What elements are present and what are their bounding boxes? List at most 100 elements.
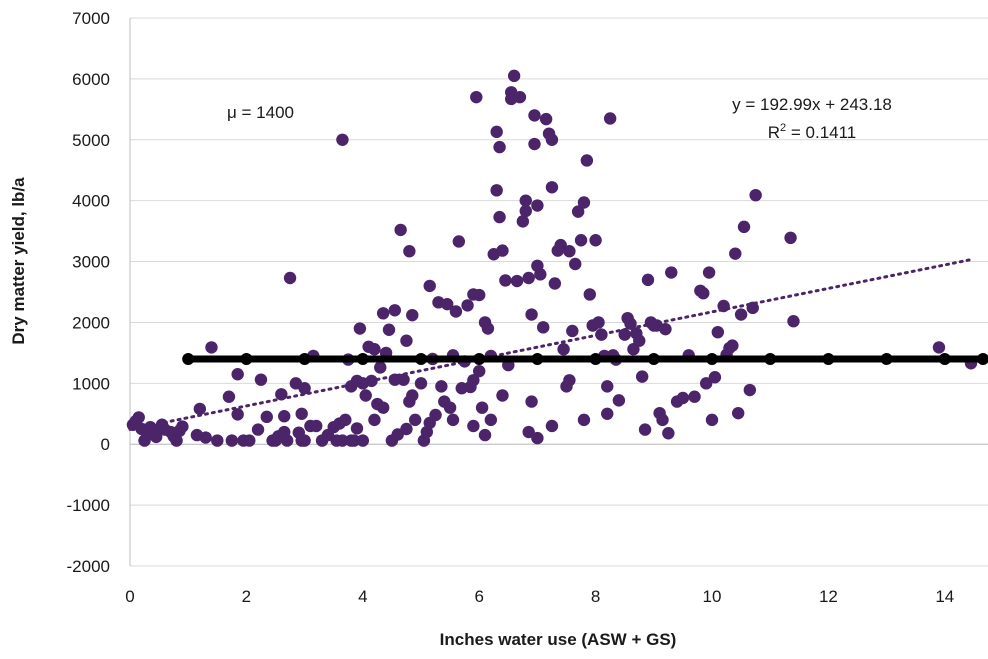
data-point [554, 238, 567, 252]
mean-marker [706, 352, 718, 365]
data-point [470, 90, 483, 104]
data-point [577, 196, 591, 209]
data-point [493, 210, 506, 224]
data-point [659, 322, 672, 336]
x-tick-labels: 0 2 4 6 8 10 12 14 [125, 587, 954, 606]
data-point [702, 266, 716, 279]
data-point [528, 109, 541, 122]
data-point [461, 299, 474, 312]
mean-marker [182, 352, 195, 365]
y-tick-label: 2000 [72, 313, 110, 332]
data-point [519, 194, 532, 207]
data-point [336, 434, 349, 447]
data-point [438, 395, 451, 408]
mean-marker [822, 352, 835, 365]
data-point [400, 422, 413, 436]
data-point [243, 434, 256, 447]
data-point [283, 271, 297, 285]
mean-marker [647, 352, 660, 365]
x-tick-label: 14 [935, 587, 954, 606]
data-point [473, 288, 486, 302]
data-point [231, 408, 244, 421]
data-point [711, 325, 725, 339]
y-tick-label: 1000 [72, 374, 110, 393]
mean-marker [415, 352, 427, 365]
data-point [734, 308, 748, 321]
data-point [705, 413, 719, 427]
data-point [473, 364, 486, 378]
y-tick-label: -1000 [67, 496, 110, 515]
r2-annotation: R2 = 0.1411 [768, 122, 857, 142]
data-point [211, 434, 224, 447]
mean-marker [977, 352, 988, 365]
mean-marker [356, 352, 369, 365]
data-point [149, 430, 163, 444]
x-tick-label: 12 [819, 587, 838, 606]
data-point [496, 389, 509, 402]
y-tick-label: 6000 [72, 70, 110, 89]
data-point [280, 434, 294, 447]
data-point [353, 322, 367, 335]
mean-marker [880, 352, 893, 365]
data-point [601, 380, 614, 393]
data-point [592, 316, 605, 329]
data-point [545, 419, 559, 433]
data-point [435, 380, 448, 393]
data-point [394, 223, 407, 237]
data-point [595, 328, 608, 341]
y-tick-label: 3000 [72, 253, 110, 272]
data-point [633, 334, 646, 347]
data-point [231, 368, 244, 381]
x-tick-label: 8 [591, 587, 600, 606]
data-point [467, 419, 480, 433]
data-point [726, 339, 739, 352]
data-point [656, 413, 669, 427]
y-tick-labels: -2000 -1000 0 1000 2000 3000 4000 5000 6000 7000 [67, 9, 110, 576]
data-point [275, 388, 288, 401]
data-point [531, 431, 544, 445]
data-point [193, 402, 207, 416]
data-point [583, 288, 596, 301]
data-point [525, 395, 538, 408]
mean-marker [240, 352, 253, 365]
data-point [298, 382, 311, 395]
data-point [440, 297, 454, 311]
data-point [225, 434, 239, 447]
data-point [519, 204, 532, 218]
data-point [368, 343, 381, 356]
data-point [490, 125, 503, 139]
data-point [347, 434, 361, 447]
r2-superscript: 2 [780, 122, 786, 134]
data-point [368, 413, 381, 427]
data-point [423, 416, 436, 430]
data-point [199, 431, 212, 444]
data-point [563, 245, 576, 258]
x-axis-title: Inches water use (ASW + GS) [440, 630, 677, 649]
data-point [699, 377, 713, 390]
data-point [688, 390, 701, 403]
data-point [382, 323, 396, 336]
data-point [467, 374, 480, 387]
data-point [452, 235, 466, 248]
data-point [932, 341, 946, 354]
y-tick-label: 7000 [72, 9, 110, 28]
data-point [589, 234, 602, 247]
data-point [400, 334, 413, 347]
data-point [566, 324, 579, 338]
data-point [350, 422, 364, 435]
data-point [729, 247, 742, 260]
data-point [406, 389, 419, 402]
data-point [493, 140, 506, 154]
equation-annotation: y = 192.99x + 243.18 [732, 95, 892, 114]
data-point [548, 277, 562, 290]
data-point [638, 423, 652, 436]
y-tick-label: 4000 [72, 192, 110, 211]
data-point [577, 413, 591, 427]
x-tick-label: 0 [125, 587, 134, 606]
data-point [787, 315, 800, 328]
data-point [356, 434, 369, 447]
y-tick-label: 5000 [72, 131, 110, 150]
mean-marker [589, 352, 602, 365]
data-point [635, 370, 649, 383]
mean-marker [764, 352, 777, 365]
